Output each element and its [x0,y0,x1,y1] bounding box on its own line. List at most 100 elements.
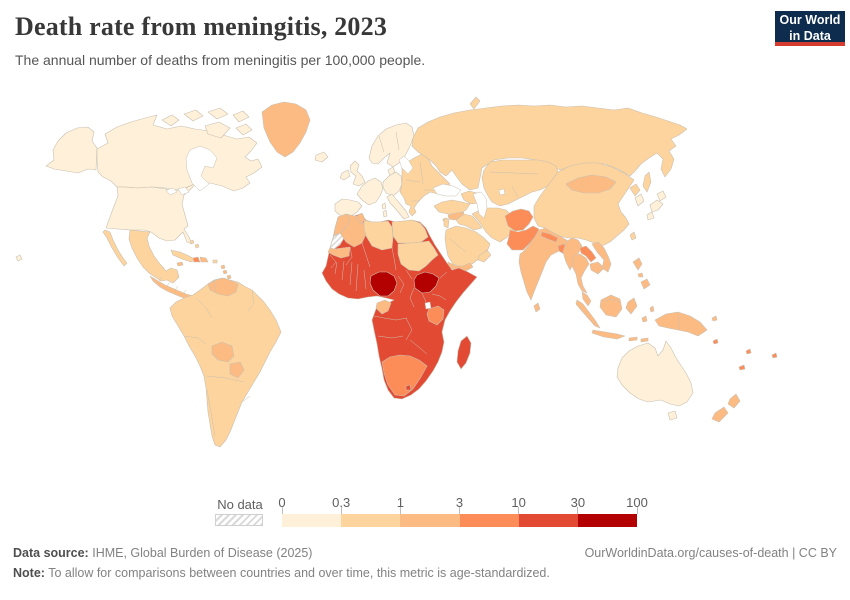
legend-no-data-swatch[interactable] [215,514,263,526]
map-region-nepal[interactable] [540,231,559,243]
map-region-western-europe[interactable] [382,209,388,218]
map-region-philippines[interactable] [637,272,644,278]
map-region-laos[interactable] [579,245,597,263]
map-region-greenland[interactable] [261,101,311,158]
map-region-western-europe[interactable] [382,171,403,197]
map-region-canada[interactable] [235,123,253,136]
map-region-western-europe[interactable] [386,193,410,220]
map-region-afghanistan[interactable] [504,208,534,232]
map-region-nigeria[interactable] [369,271,398,297]
map-region-mauritania[interactable] [327,246,351,259]
map-region-australia[interactable] [667,410,678,421]
map-region-indonesia[interactable] [640,337,649,343]
map-region-cuba[interactable] [170,249,197,263]
map-region-turkey[interactable] [433,199,471,215]
map-region-dominican-republic[interactable] [199,256,209,263]
map-region-tunisia[interactable] [356,212,366,225]
map-region-lesser-antilles[interactable] [220,264,226,270]
map-region-gabon-congo[interactable] [375,299,392,315]
map-region-puerto-rico[interactable] [212,259,218,264]
legend-bin-swatch-30-100[interactable] [577,514,638,527]
map-region-pacific-islands[interactable] [712,338,719,345]
map-region-malaysia[interactable] [581,291,592,307]
map-region-venezuela[interactable] [207,277,239,297]
legend-bin-swatch-3-10[interactable] [459,514,519,527]
map-region-bahamas[interactable] [189,239,195,245]
map-region-russia[interactable] [411,104,688,191]
map-region-egypt[interactable] [391,219,429,244]
map-region-mongolia[interactable] [565,174,617,194]
map-region-new-zealand[interactable] [711,406,729,423]
map-region-south-korea[interactable] [634,193,645,207]
map-region-vietnam[interactable] [591,241,612,273]
map-region-japan[interactable] [649,199,664,213]
map-region-japan[interactable] [656,190,667,202]
map-region-thailand[interactable] [571,253,590,294]
map-region-western-europe[interactable] [387,166,396,177]
map-region-russia[interactable] [642,171,652,193]
map-region-madagascar[interactable] [456,335,472,370]
map-region-pacific-islands[interactable] [745,348,752,355]
map-region-new-guinea[interactable] [654,311,708,337]
map-region-cambodia[interactable] [589,261,605,275]
map-region-libya[interactable] [363,219,394,251]
legend-bin-swatch-10-30[interactable] [518,514,578,527]
map-region-paraguay[interactable] [229,361,245,379]
map-region-iraq[interactable] [455,213,483,231]
map-region-mexico[interactable] [102,229,128,267]
map-region-iceland[interactable] [314,151,329,163]
map-region-lesser-antilles[interactable] [222,269,228,275]
map-region-taiwan[interactable] [629,231,637,241]
legend-bin-swatch-1-3[interactable] [400,514,460,527]
map-region-lesotho[interactable] [405,384,412,391]
map-region-canada[interactable] [232,110,250,123]
legend-bin-swatch-0-0.3[interactable] [282,514,342,527]
map-region-southern-africa[interactable] [381,354,428,397]
map-region-canada[interactable] [161,114,180,127]
map-region-pacific-islands[interactable] [738,364,746,371]
map-region-sub-saharan-africa[interactable] [321,213,478,400]
map-region-pacific-islands[interactable] [771,352,778,359]
legend-bin-swatch-0.3-1[interactable] [341,514,401,527]
map-region-russia[interactable] [469,96,481,110]
map-region-bahamas[interactable] [194,243,200,249]
map-region-sri-lanka[interactable] [533,302,541,313]
map-region-western-europe[interactable] [368,122,415,168]
map-region-indonesia[interactable] [628,336,638,342]
map-region-canada[interactable] [204,121,231,139]
owid-link[interactable]: OurWorldinData.org/causes-of-death | CC … [584,546,837,560]
map-region-philippines[interactable] [632,257,643,271]
map-region-bolivia[interactable] [211,341,235,363]
map-region-japan[interactable] [646,211,655,221]
map-region-canada[interactable] [183,109,204,122]
map-region-mexico[interactable] [128,229,180,284]
map-region-philippines[interactable] [640,278,651,290]
map-region-western-europe[interactable] [334,198,363,218]
map-region-south-sudan[interactable] [413,271,440,294]
map-region-western-europe[interactable] [349,160,366,187]
map-region-australia[interactable] [616,340,694,407]
map-region-western-europe[interactable] [381,202,387,210]
owid-logo[interactable]: Our World in Data [775,11,845,46]
map-region-oman[interactable] [477,249,492,263]
map-region-canada[interactable] [207,107,229,120]
map-region-haiti[interactable] [192,256,201,263]
map-region-indonesia[interactable] [575,299,601,329]
map-region-jamaica[interactable] [176,261,184,267]
map-region-indonesia[interactable] [649,305,655,313]
map-region-united-states-alaska[interactable] [45,126,98,174]
map-region-canada[interactable] [96,114,263,192]
map-region-western-europe[interactable] [339,169,351,181]
map-region-trinidad-and-tobago[interactable] [226,274,232,280]
map-region-indonesia[interactable] [625,297,638,315]
map-region-south-america[interactable] [169,277,282,448]
map-region-indonesia[interactable] [599,294,623,318]
map-region-new-guinea[interactable] [711,315,718,322]
map-region-sudan[interactable] [397,240,439,272]
map-region-new-zealand[interactable] [727,393,741,409]
map-region-western-europe[interactable] [356,177,384,206]
map-region-tanzania[interactable] [426,305,445,326]
map-region-indonesia[interactable] [591,329,626,340]
map-region-levant[interactable] [443,217,450,229]
map-region-north-korea[interactable] [629,183,641,197]
